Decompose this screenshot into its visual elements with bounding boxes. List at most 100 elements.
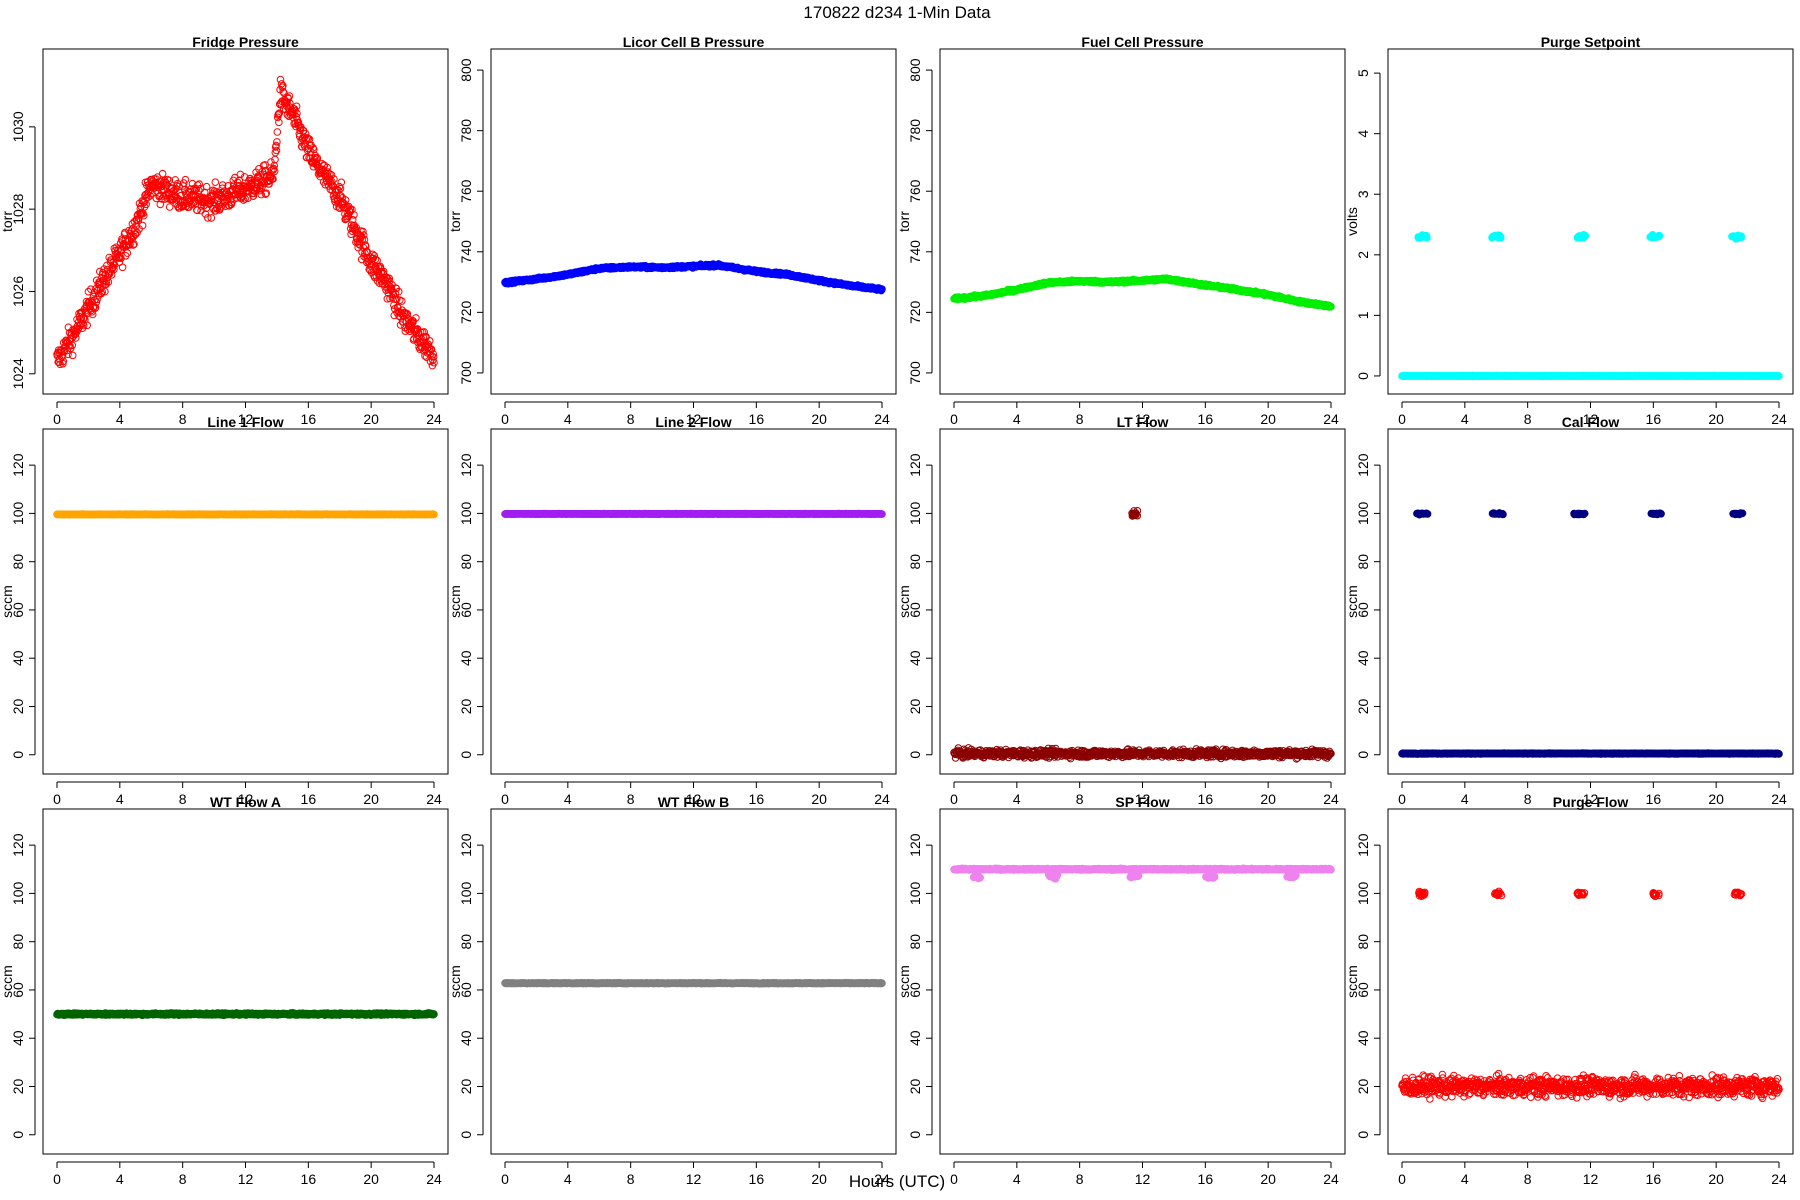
data-point: [275, 118, 283, 127]
data-point: [131, 226, 139, 235]
x-tick-label: 4: [1461, 411, 1469, 427]
data-point: [1775, 372, 1783, 380]
data-point: [130, 240, 138, 248]
y-tick-label: 780: [458, 119, 474, 143]
data-point: [158, 169, 167, 178]
x-tick-label: 0: [1398, 411, 1406, 427]
data-point: [272, 146, 281, 155]
data-point: [202, 182, 211, 191]
data-point: [279, 88, 288, 96]
y-tick-label: 720: [458, 300, 474, 324]
x-tick-label: 24: [874, 411, 890, 427]
data-point: [201, 210, 210, 218]
data-point: [181, 175, 190, 184]
data-point: [92, 298, 101, 307]
y-tick-label: 3: [1355, 190, 1371, 198]
data-point: [270, 167, 279, 176]
data-point: [217, 203, 225, 211]
y-tick-label: 0: [1355, 372, 1371, 380]
data-point: [275, 109, 284, 117]
y-tick-label: 740: [458, 240, 474, 264]
data-point: [257, 190, 266, 199]
data-point: [68, 341, 77, 350]
data-point: [193, 206, 201, 215]
data-point: [131, 230, 140, 239]
data-point: [269, 175, 277, 183]
data-point: [117, 254, 125, 263]
data-point: [273, 138, 281, 146]
data-point: [1494, 233, 1503, 242]
x-tick-label: 20: [811, 411, 827, 427]
x-tick-label: 20: [363, 411, 379, 427]
data-point: [84, 287, 93, 296]
data-point: [101, 287, 109, 296]
panel-title: Fridge Pressure: [192, 34, 299, 50]
y-tick-label: 740: [907, 240, 923, 264]
y-axis-label: torr: [0, 211, 15, 232]
data-point: [273, 128, 282, 136]
x-tick-label: 8: [1524, 411, 1532, 427]
data-point: [274, 110, 283, 118]
data-point: [64, 350, 72, 359]
data-point: [258, 183, 266, 191]
data-point: [133, 228, 141, 237]
data-point: [262, 166, 270, 175]
x-tick-label: 20: [1260, 411, 1276, 427]
data-point: [121, 228, 129, 237]
y-axis-label: torr: [896, 211, 912, 232]
data-point: [165, 203, 174, 211]
x-tick-label: 16: [301, 411, 317, 427]
y-tick-label: 4: [1355, 130, 1371, 138]
data-point: [262, 189, 271, 197]
data-point: [256, 185, 264, 193]
panel-title: Fuel Cell Pressure: [1081, 34, 1203, 50]
x-tick-label: 8: [1076, 411, 1084, 427]
x-tick-label: 24: [426, 411, 442, 427]
x-tick-label: 0: [53, 411, 61, 427]
x-tick-label: 20: [1708, 411, 1724, 427]
x-tick-label: 0: [950, 411, 958, 427]
data-point: [156, 200, 165, 209]
y-tick-label: 1026: [10, 276, 26, 307]
data-point: [204, 214, 212, 222]
data-point: [286, 99, 294, 107]
data-point: [165, 176, 174, 185]
data-point: [138, 221, 147, 230]
data-point: [195, 180, 203, 188]
data-point: [91, 303, 100, 312]
data-point: [126, 240, 134, 249]
data-point: [59, 357, 68, 366]
y-tick-label: 5: [1355, 69, 1371, 77]
data-point: [93, 295, 101, 304]
data-point: [292, 102, 301, 111]
x-tick-label: 24: [1771, 411, 1787, 427]
data-point: [129, 241, 137, 249]
data-point: [64, 323, 73, 332]
data-point: [285, 92, 294, 100]
data-point: [1575, 232, 1584, 241]
x-tick-label: 16: [749, 411, 765, 427]
y-tick-label: 800: [458, 58, 474, 82]
x-tick-label: 0: [501, 411, 509, 427]
data-point: [140, 211, 148, 220]
data-point: [140, 198, 148, 207]
x-tick-label: 8: [179, 411, 187, 427]
y-tick-label: 780: [907, 119, 923, 143]
data-point: [68, 351, 77, 360]
x-tick-label: 4: [1013, 411, 1021, 427]
data-point: [272, 141, 280, 150]
data-point: [83, 321, 91, 330]
y-tick-label: 1024: [10, 358, 26, 389]
data-point: [146, 192, 154, 200]
data-point: [88, 310, 97, 319]
data-point: [207, 214, 216, 222]
data-point: [72, 334, 80, 342]
figure-title: 170822 d234 1-Min Data: [803, 3, 991, 22]
data-point: [239, 196, 248, 204]
data-point: [261, 161, 269, 169]
x-tick-label: 4: [564, 411, 572, 427]
data-points: [53, 510, 438, 519]
